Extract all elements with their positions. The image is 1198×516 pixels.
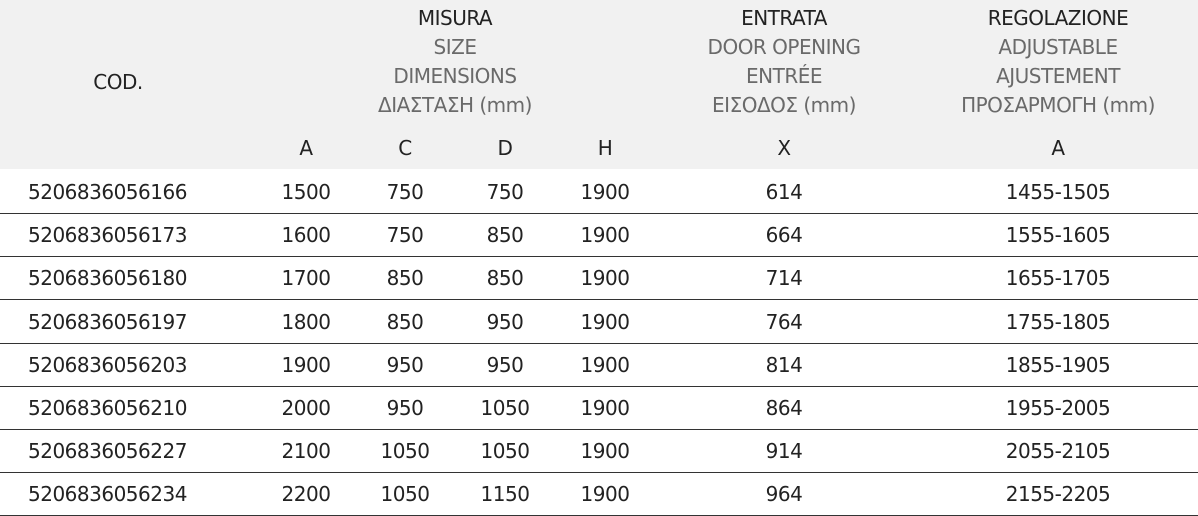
cell-h: 1900 xyxy=(580,180,630,204)
cell-c: 850 xyxy=(386,309,424,334)
cell-a: 1500 xyxy=(281,180,331,204)
cell-adjust: 1455-1505 xyxy=(1005,180,1111,204)
cell-d: 750 xyxy=(486,180,524,204)
cell-code: 5206836056173 xyxy=(28,223,187,248)
cell-h: 1900 xyxy=(580,439,630,464)
cell-code: 5206836056197 xyxy=(28,309,187,334)
cell-d: 1150 xyxy=(480,482,530,507)
header-opening: ENTRATA DOOR OPENING ENTRÉE ΕΙΣΟΔΟΣ (mm) xyxy=(708,4,861,120)
cell-c: 950 xyxy=(386,352,424,377)
cell-c: 950 xyxy=(386,396,424,420)
cell-c: 1050 xyxy=(380,482,430,507)
cell-adjust: 2155-2205 xyxy=(1005,482,1111,507)
cell-d: 850 xyxy=(486,266,524,291)
cell-adjust: 1955-2005 xyxy=(1005,396,1111,420)
cell-c: 750 xyxy=(386,180,424,204)
cell-code: 5206836056210 xyxy=(28,396,187,420)
table-row: 5206836056203 1900 950 950 1900 814 1855-1905 xyxy=(0,343,1198,387)
cell-h: 1900 xyxy=(580,223,630,248)
subheader-adjust-a: A xyxy=(1051,136,1065,160)
header-code: COD. xyxy=(93,70,143,94)
cell-x: 914 xyxy=(765,439,803,464)
table-row: 5206836056197 1800 850 950 1900 764 1755-1805 xyxy=(0,300,1198,344)
cell-h: 1900 xyxy=(580,309,630,334)
cell-code: 5206836056227 xyxy=(28,439,187,464)
cell-d: 1050 xyxy=(480,439,530,464)
cell-x: 664 xyxy=(765,223,803,248)
table-row: 5206836056227 2100 1050 1050 1900 914 2055-210… xyxy=(0,429,1198,474)
header-size-line: DIMENSIONS xyxy=(393,64,517,88)
cell-x: 964 xyxy=(765,482,803,507)
cell-adjust: 1755-1805 xyxy=(1005,309,1111,334)
cell-d: 850 xyxy=(486,223,524,248)
cell-a: 2000 xyxy=(281,396,331,420)
cell-code: 5206836056234 xyxy=(28,482,187,507)
cell-h: 1900 xyxy=(580,482,630,507)
cell-x: 714 xyxy=(765,266,803,291)
cell-a: 1700 xyxy=(281,266,331,291)
cell-c: 750 xyxy=(386,223,424,248)
header-adjust-line: ΠΡΟΣΑΡΜΟΓΗ (mm) xyxy=(961,93,1155,117)
header-size-line: ΔΙΑΣΤΑΣΗ (mm) xyxy=(378,93,532,117)
header-adjust-line: AJUSTEMENT xyxy=(996,64,1120,88)
table-row: 5206836056166 1500 750 750 1900 614 1455-1505 xyxy=(0,170,1198,214)
cell-a: 2100 xyxy=(281,439,331,464)
table-header: COD. MISURA SIZE DIMENSIONS ΔΙΑΣΤΑΣΗ (mm… xyxy=(0,0,1198,169)
subheader-c: C xyxy=(398,136,412,160)
cell-d: 950 xyxy=(486,309,524,334)
table-row: 5206836056180 1700 850 850 1900 714 1655-1705 xyxy=(0,256,1198,301)
cell-x: 864 xyxy=(765,396,803,420)
table-row: 5206836056173 1600 750 850 1900 664 1555-1605 xyxy=(0,213,1198,258)
cell-a: 1600 xyxy=(281,223,331,248)
cell-h: 1900 xyxy=(580,352,630,377)
cell-code: 5206836056203 xyxy=(28,352,187,377)
header-opening-line: ΕΙΣΟΔΟΣ (mm) xyxy=(712,93,856,117)
cell-adjust: 1555-1605 xyxy=(1005,223,1111,248)
table-row: 5206836056234 2200 1050 1150 1900 964 2155-220… xyxy=(0,472,1198,516)
cell-h: 1900 xyxy=(580,266,630,291)
cell-x: 814 xyxy=(765,352,803,377)
cell-adjust: 1855-1905 xyxy=(1005,352,1111,377)
subheader-d: D xyxy=(497,136,513,160)
cell-a: 2200 xyxy=(281,482,331,507)
header-size-line: SIZE xyxy=(433,35,477,59)
cell-code: 5206836056166 xyxy=(28,180,187,204)
cell-adjust: 1655-1705 xyxy=(1005,266,1111,291)
header-adjust-line: ADJUSTABLE xyxy=(998,35,1118,59)
cell-c: 850 xyxy=(386,266,424,291)
cell-d: 950 xyxy=(486,352,524,377)
header-adjust: REGOLAZIONE ADJUSTABLE AJUSTEMENT ΠΡΟΣΑΡ… xyxy=(961,4,1155,120)
cell-c: 1050 xyxy=(380,439,430,464)
header-size-line: MISURA xyxy=(417,6,493,30)
header-opening-line: ENTRATA xyxy=(741,6,827,30)
header-opening-line: ENTRÉE xyxy=(746,64,822,88)
cell-a: 1900 xyxy=(281,352,331,377)
cell-h: 1900 xyxy=(580,396,630,420)
subheader-a: A xyxy=(299,136,313,160)
subheader-h: H xyxy=(597,136,613,160)
header-opening-line: DOOR OPENING xyxy=(707,35,861,59)
cell-d: 1050 xyxy=(480,396,530,420)
table-row: 5206836056210 2000 950 1050 1900 864 1955-2005 xyxy=(0,386,1198,430)
cell-x: 614 xyxy=(765,180,803,204)
cell-code: 5206836056180 xyxy=(28,266,187,291)
cell-adjust: 2055-2105 xyxy=(1005,439,1111,464)
cell-x: 764 xyxy=(765,309,803,334)
header-adjust-line: REGOLAZIONE xyxy=(987,6,1129,30)
header-size: MISURA SIZE DIMENSIONS ΔΙΑΣΤΑΣΗ (mm) xyxy=(378,4,532,120)
subheader-x: X xyxy=(777,136,791,160)
cell-a: 1800 xyxy=(281,309,331,334)
